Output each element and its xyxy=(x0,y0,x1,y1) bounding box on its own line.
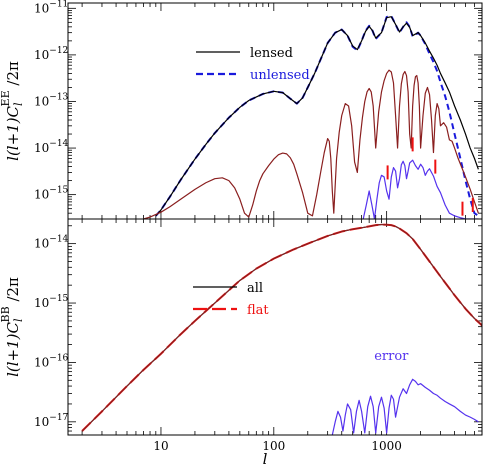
series-line-lensed xyxy=(155,16,479,217)
y-tick-base: 10 xyxy=(34,141,49,155)
annotation-error: error xyxy=(374,349,409,364)
bottom-panel-frame xyxy=(67,218,483,436)
y-tick-base: 10 xyxy=(34,237,49,251)
y-axis-title-main: l(l+1)C xyxy=(4,105,22,160)
y-tick-exponent: −14 xyxy=(49,235,68,245)
x-axis-title: l xyxy=(263,450,268,468)
y-tick-exponent: −12 xyxy=(49,46,68,56)
x-tick-label: 10 xyxy=(153,439,168,453)
top-series-group xyxy=(143,15,479,219)
y-tick-exponent: −15 xyxy=(49,186,68,196)
y-axis-title-sub: l xyxy=(12,102,25,106)
y-tick-label: 10−16 xyxy=(34,353,69,369)
legend-label-unlensed: unlensed xyxy=(250,68,310,83)
legend-label-all: all xyxy=(247,281,263,296)
y-axis-title-post: /2π xyxy=(4,277,22,306)
y-axis-title-sub: l xyxy=(12,318,25,322)
y-tick-base: 10 xyxy=(34,48,49,62)
y-tick-label: 10−12 xyxy=(34,46,68,62)
panel-frames xyxy=(67,2,483,436)
y-tick-label: 10−11 xyxy=(34,0,68,15)
series-line-top-3 xyxy=(362,159,479,219)
x-tick-label: 1000 xyxy=(371,439,402,453)
y-tick-base: 10 xyxy=(34,355,49,369)
y-tick-label: 10−17 xyxy=(34,413,69,429)
y-tick-exponent: −13 xyxy=(49,92,68,102)
y-tick-exponent: −14 xyxy=(49,139,68,149)
series-line-bottom-2 xyxy=(81,223,482,432)
y-tick-base: 10 xyxy=(34,188,49,202)
y-axis-title-sup: BB xyxy=(0,306,12,322)
y-axis-title-post: /2π xyxy=(4,61,22,90)
y-axis-title-main: l(l+1)C xyxy=(4,322,22,377)
series-line-error xyxy=(331,378,479,435)
x-tick-label: 100 xyxy=(262,439,285,453)
y-tick-label: 10−14 xyxy=(34,235,69,251)
y-tick-exponent: −16 xyxy=(49,353,68,363)
y-tick-base: 10 xyxy=(34,94,49,108)
y-tick-exponent: −17 xyxy=(49,413,68,423)
y-axis-title-sup: EE xyxy=(0,90,12,106)
y-tick-base: 10 xyxy=(34,415,49,429)
y-axis-title: l(l+1)ClBB /2π xyxy=(0,277,25,377)
y-tick-exponent: −15 xyxy=(49,294,68,304)
y-tick-label: 10−15 xyxy=(34,186,69,202)
y-axis-title: l(l+1)ClEE /2π xyxy=(0,61,25,161)
y-tick-label: 10−13 xyxy=(34,92,69,108)
y-tick-base: 10 xyxy=(34,1,49,15)
legend-label-flat: flat xyxy=(247,303,269,318)
series-line-top-2 xyxy=(143,69,479,219)
top-panel: 10−1510−1410−1310−1210−11lensedunlensedl… xyxy=(0,0,483,220)
y-tick-label: 10−15 xyxy=(34,294,69,310)
y-tick-label: 10−14 xyxy=(34,139,69,155)
legend-label-lensed: lensed xyxy=(250,46,293,61)
y-tick-base: 10 xyxy=(34,296,49,310)
bottom-series-group xyxy=(81,223,482,435)
y-tick-exponent: −11 xyxy=(49,0,68,9)
